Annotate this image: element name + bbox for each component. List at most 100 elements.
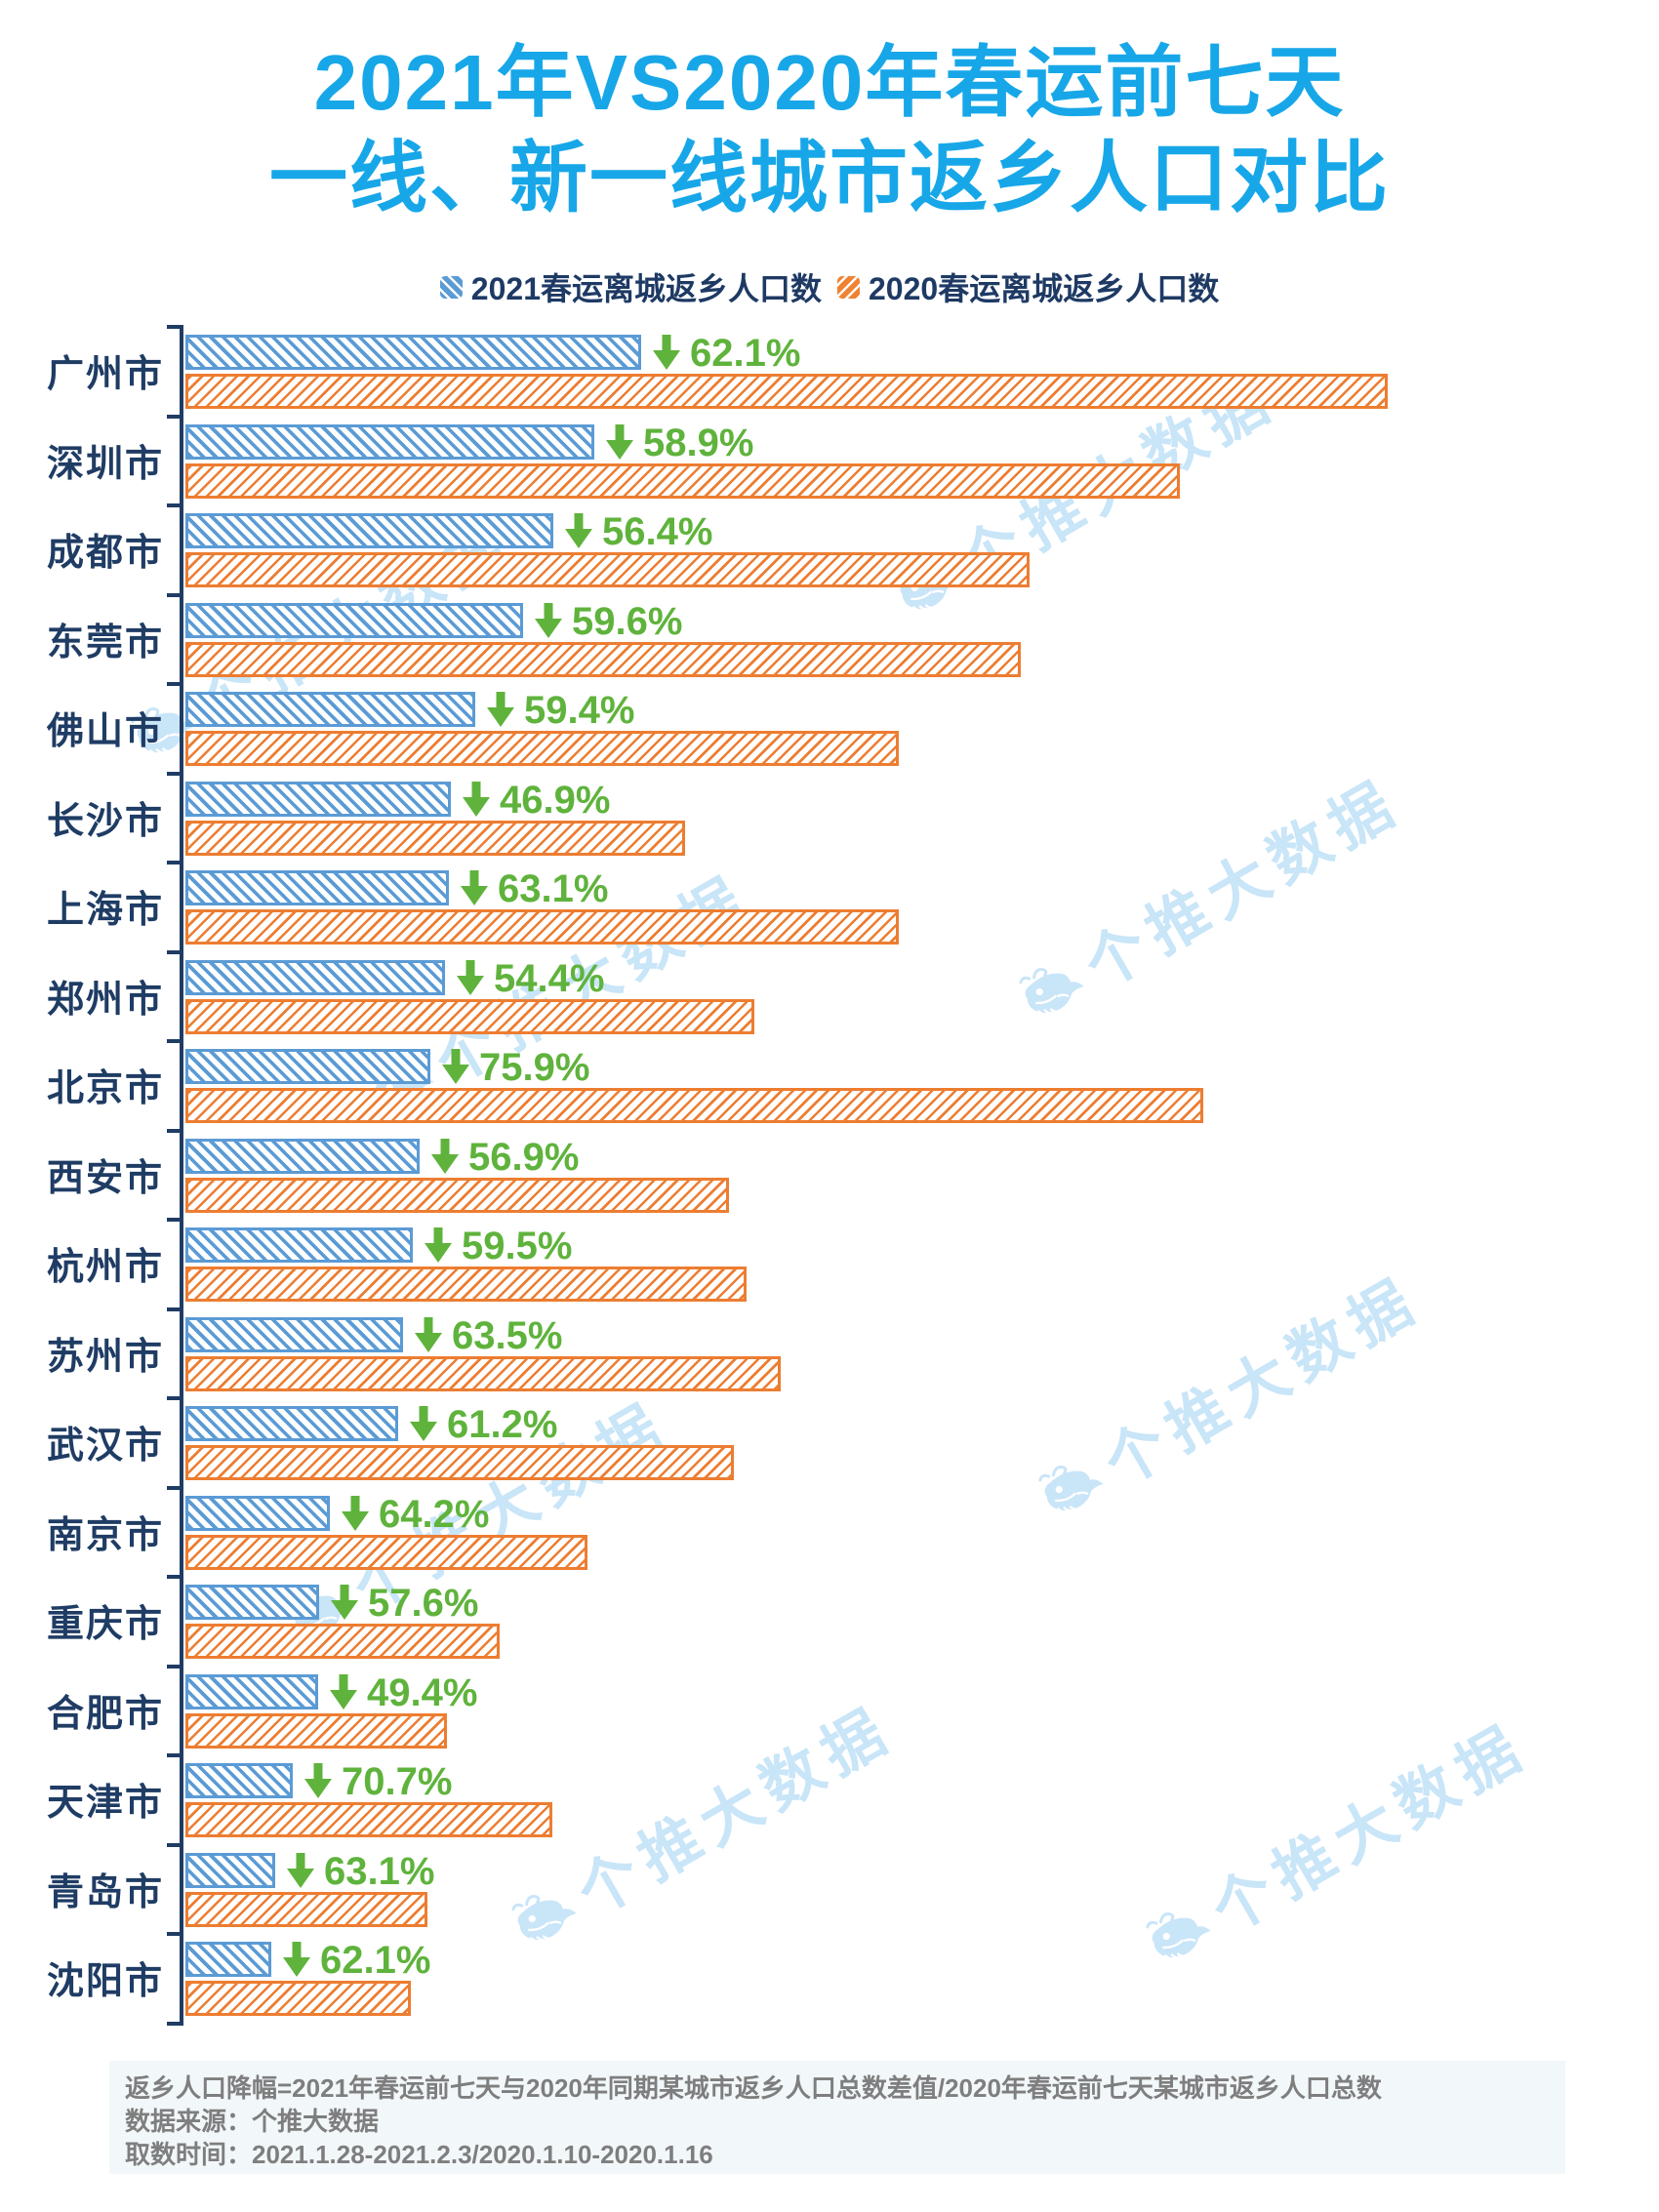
decrease-percent-label: 64.2%: [379, 1493, 490, 1536]
decrease-arrow-icon: [304, 1763, 332, 1798]
legend-item-2020: 2020春运离城返乡人口数: [837, 264, 1219, 309]
decrease-arrow-icon: [565, 513, 592, 548]
decrease-percent-label: 63.1%: [498, 867, 609, 910]
bar-2020-南京市: [185, 1535, 587, 1570]
bar-2021-合肥市: [185, 1674, 318, 1709]
bar-2020-沈阳市: [185, 1981, 411, 2016]
city-label: 重庆市: [46, 1603, 164, 1645]
axis-tick: [167, 682, 180, 686]
bar-2021-佛山市: [185, 692, 475, 727]
footer-formula: 返乡人口降幅=2021年春运前七天与2020年同期某城市返乡人口总数差值/202…: [125, 2073, 1382, 2103]
bar-2021-东莞市: [185, 603, 523, 638]
city-label: 苏州市: [46, 1336, 164, 1378]
bar-2020-东莞市: [185, 642, 1021, 677]
city-label: 西安市: [46, 1157, 164, 1199]
bar-2021-武汉市: [185, 1406, 398, 1441]
city-label: 深圳市: [46, 443, 164, 485]
legend-label-2020: 2020春运离城返乡人口数: [869, 271, 1220, 306]
decrease-arrow-icon: [330, 1674, 357, 1709]
decrease-percent-label: 59.5%: [462, 1225, 573, 1267]
bar-2021-苏州市: [185, 1317, 403, 1352]
axis-tick: [167, 503, 180, 507]
bar-2020-广州市: [185, 374, 1388, 409]
decrease-percent-label: 46.9%: [500, 779, 611, 822]
bar-2021-长沙市: [185, 782, 451, 817]
decrease-arrow-icon: [283, 1942, 310, 1977]
axis-tick: [167, 1039, 180, 1043]
city-label: 合肥市: [46, 1693, 164, 1735]
bar-2020-重庆市: [185, 1624, 500, 1659]
axis-tick: [167, 1665, 180, 1669]
bar-2021-沈阳市: [185, 1942, 271, 1977]
bar-2020-郑州市: [185, 999, 754, 1034]
decrease-arrow-icon: [442, 1049, 469, 1084]
bar-2021-南京市: [185, 1496, 330, 1531]
axis-tick: [167, 1307, 180, 1311]
city-label: 沈阳市: [46, 1960, 164, 2002]
blue-diagonal-hatch-icon: [439, 275, 463, 299]
axis-tick: [167, 1932, 180, 1936]
decrease-arrow-icon: [461, 870, 488, 905]
decrease-arrow-icon: [457, 960, 484, 995]
decrease-percent-label: 61.2%: [447, 1403, 558, 1446]
chart-legend: 2021春运离城返乡人口数 2020春运离城返乡人口数: [0, 264, 1659, 309]
decrease-arrow-icon: [410, 1406, 437, 1441]
decrease-arrow-icon: [463, 782, 490, 817]
axis-tick: [167, 593, 180, 597]
orange-diagonal-hatch-icon: [837, 275, 860, 299]
city-label: 长沙市: [46, 800, 164, 842]
legend-label-2021: 2021春运离城返乡人口数: [470, 271, 822, 306]
city-label: 上海市: [46, 889, 164, 931]
city-label: 杭州市: [46, 1246, 164, 1288]
decrease-arrow-icon: [425, 1227, 452, 1263]
city-label: 广州市: [46, 353, 164, 395]
decrease-arrow-icon: [653, 335, 680, 370]
decrease-arrow-icon: [287, 1853, 314, 1888]
axis-tick: [167, 1396, 180, 1400]
bar-2020-合肥市: [185, 1713, 447, 1749]
decrease-arrow-icon: [606, 424, 633, 460]
axis-tick: [167, 950, 180, 954]
decrease-percent-label: 58.9%: [643, 422, 754, 464]
decrease-arrow-icon: [415, 1317, 442, 1352]
bar-2020-武汉市: [185, 1445, 734, 1480]
footer-date-range: 取数时间：2021.1.28-2021.2.3/2020.1.10-2020.1…: [125, 2140, 713, 2169]
axis-tick: [167, 1486, 180, 1490]
axis-tick: [167, 415, 180, 419]
decrease-percent-label: 62.1%: [320, 1939, 431, 1982]
bar-2020-成都市: [185, 552, 1030, 587]
city-label: 佛山市: [46, 710, 164, 752]
decrease-percent-label: 63.1%: [324, 1850, 435, 1893]
bar-2020-长沙市: [185, 821, 685, 856]
bar-2021-成都市: [185, 513, 553, 548]
bar-2021-重庆市: [185, 1585, 319, 1620]
city-label: 郑州市: [46, 979, 164, 1021]
footer-note: 返乡人口降幅=2021年春运前七天与2020年同期某城市返乡人口总数差值/202…: [109, 2061, 1565, 2174]
city-label: 成都市: [46, 532, 164, 574]
decrease-percent-label: 54.4%: [494, 957, 605, 1000]
decrease-arrow-icon: [431, 1139, 459, 1174]
axis-tick: [167, 1218, 180, 1222]
axis-tick: [167, 1129, 180, 1133]
city-label: 北京市: [46, 1067, 164, 1109]
bar-2020-佛山市: [185, 731, 899, 766]
bar-2021-天津市: [185, 1763, 293, 1798]
bar-2020-西安市: [185, 1178, 729, 1213]
city-label: 武汉市: [46, 1425, 164, 1467]
bar-2021-广州市: [185, 335, 641, 370]
bar-2021-青岛市: [185, 1853, 275, 1888]
bar-2021-北京市: [185, 1049, 430, 1084]
bar-2020-杭州市: [185, 1267, 747, 1302]
bar-2021-杭州市: [185, 1227, 413, 1263]
axis-tick: [167, 1843, 180, 1847]
decrease-percent-label: 57.6%: [368, 1582, 479, 1625]
legend-item-2021: 2021春运离城返乡人口数: [439, 264, 822, 309]
page-title: 2021年VS2020年春运前七天 一线、新一线城市返乡人口对比: [0, 35, 1659, 226]
y-axis-line: [180, 325, 183, 2026]
decrease-percent-label: 70.7%: [342, 1760, 453, 1803]
decrease-percent-label: 56.4%: [602, 510, 713, 553]
decrease-arrow-icon: [535, 603, 562, 638]
decrease-arrow-icon: [342, 1496, 369, 1531]
bar-2020-北京市: [185, 1088, 1203, 1123]
